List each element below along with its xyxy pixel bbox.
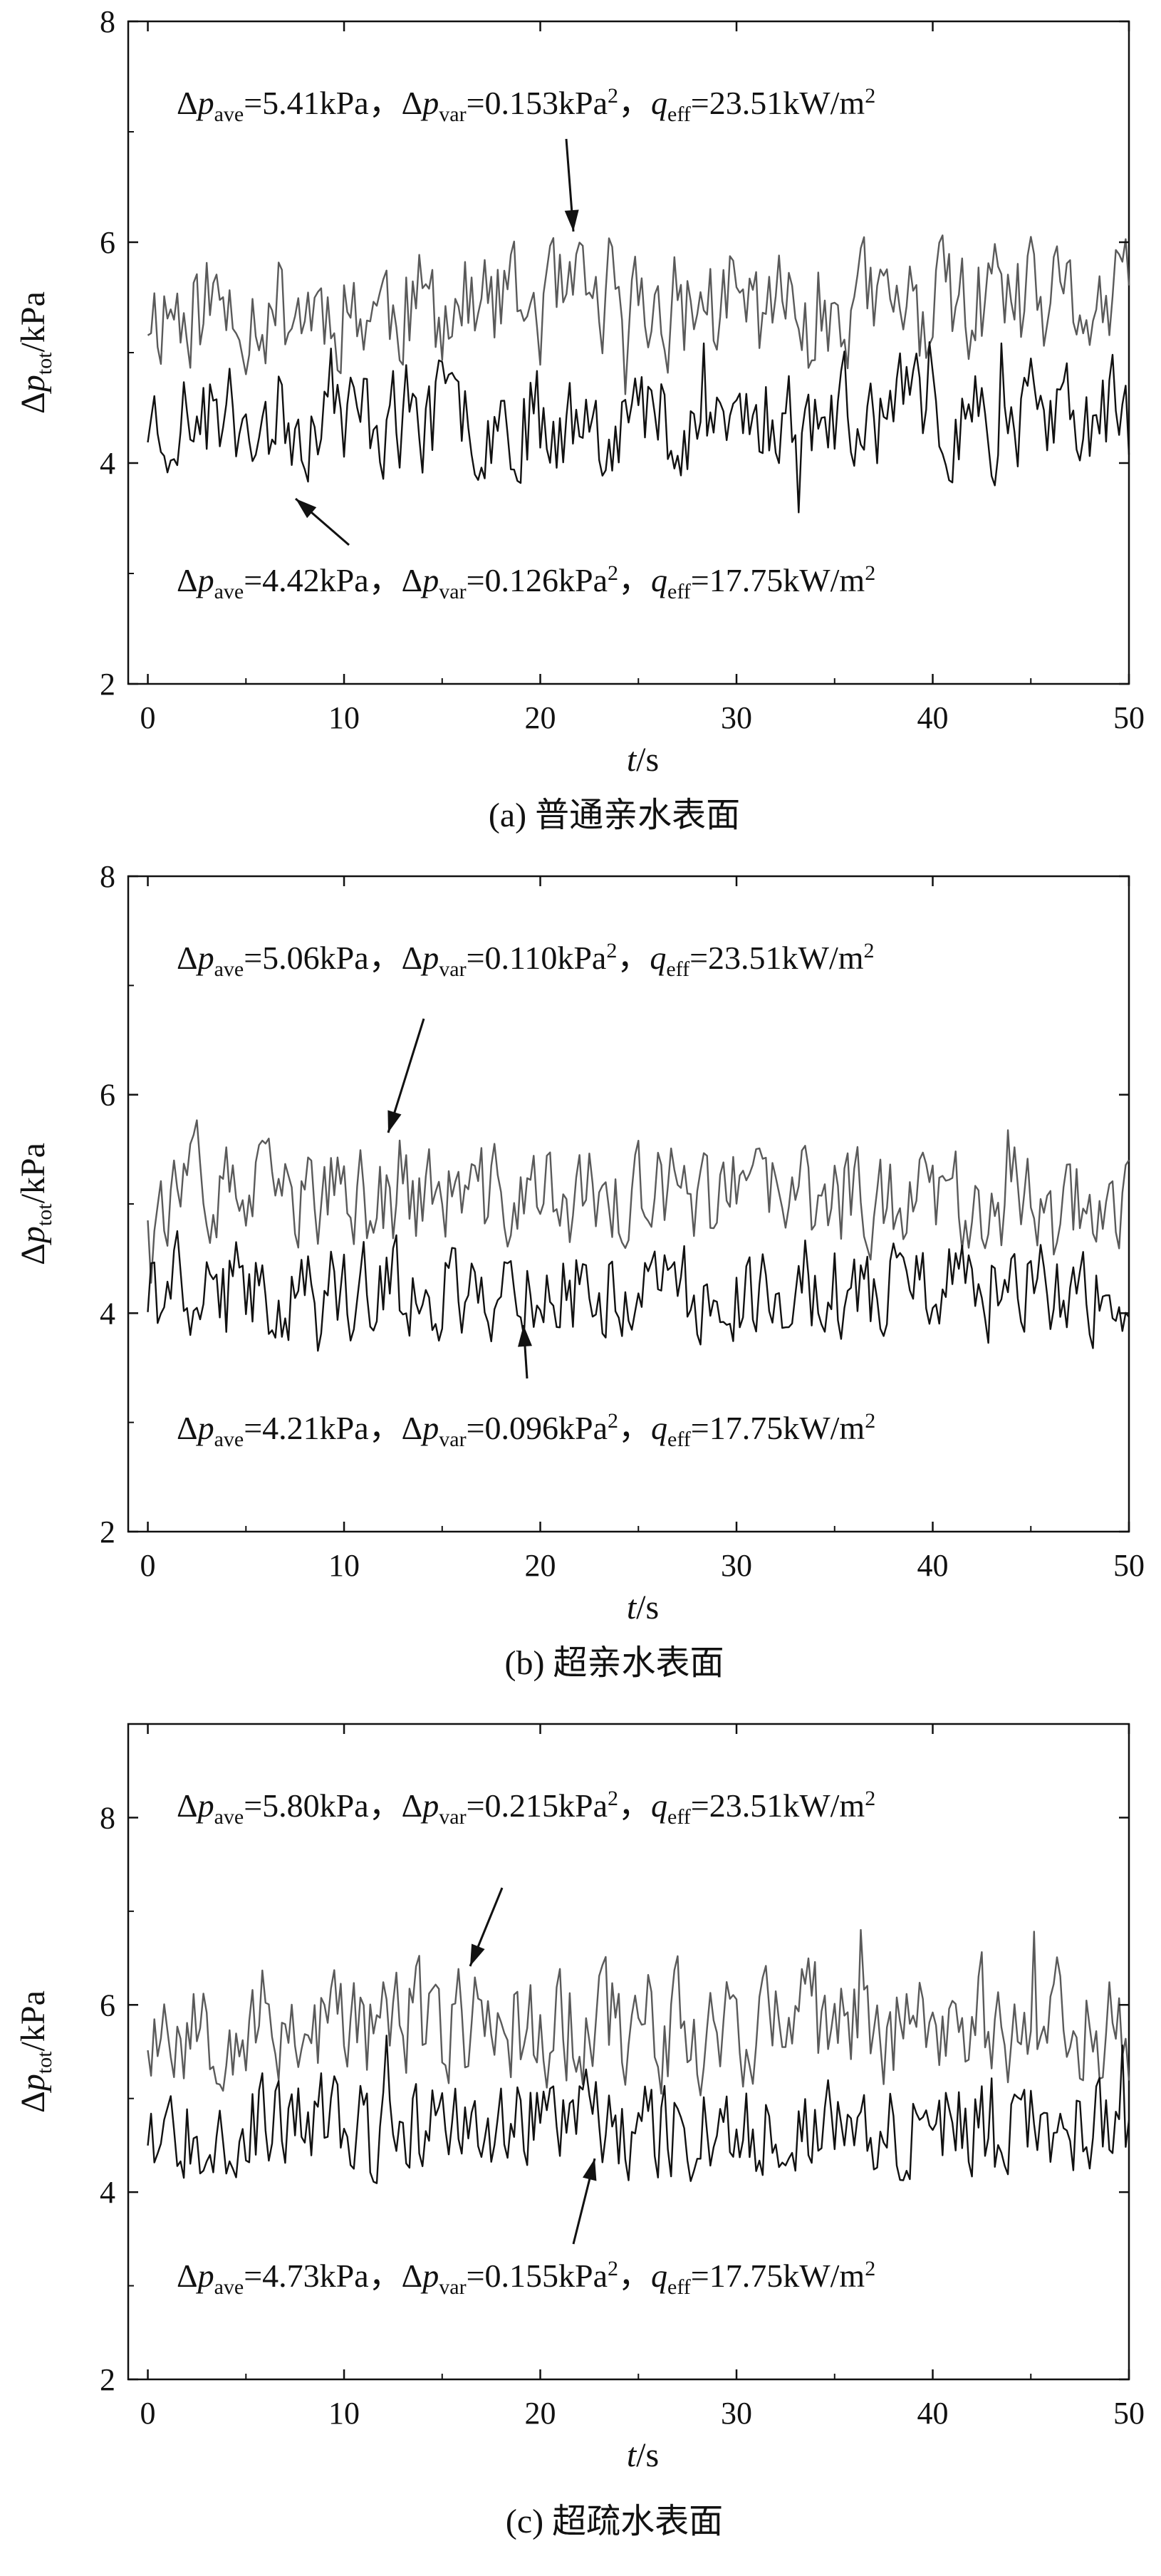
- series-line-2: [147, 2035, 1130, 2184]
- series-line-2: [147, 341, 1130, 514]
- annotation-1: Δpave=5.80kPa，Δpvar=0.215kPa2，qeff=23.51…: [177, 1787, 875, 1829]
- y-axis-label: Δptot/kPa: [14, 291, 56, 414]
- y-tick-label: 8: [100, 4, 115, 39]
- x-tick-label: 40: [917, 1548, 949, 1583]
- x-tick-label: 20: [525, 700, 556, 735]
- y-tick-label: 4: [100, 446, 115, 481]
- panel-1: 0 10 20 30 40 50 2 4 6 8 t/s Δptot/kPa Δpave=5.41kPa…: [14, 4, 1145, 834]
- series-line-1: [147, 234, 1130, 395]
- y-tick-label: 8: [100, 1800, 115, 1835]
- x-tick-label: 30: [721, 1548, 752, 1583]
- x-tick-label: 40: [917, 700, 949, 735]
- y-tick-label: 4: [100, 2175, 115, 2210]
- arrow-head: [564, 209, 579, 232]
- panel-2: 0 10 20 30 40 50 2 4 6 8 t/s Δptot/kPa Δpave=5.06kPa…: [14, 859, 1145, 1682]
- y-tick-label: 2: [100, 667, 115, 702]
- annotation-1: Δpave=5.06kPa，Δpvar=0.110kPa2，qeff=23.51…: [177, 939, 875, 981]
- series-line-1: [147, 1119, 1130, 1284]
- y-tick-label: 2: [100, 1515, 115, 1549]
- x-axis-label: t/s: [627, 2436, 659, 2474]
- annotation-2: Δpave=4.21kPa，Δpvar=0.096kPa2，qeff=17.75…: [177, 1409, 875, 1451]
- x-tick-label: 10: [328, 2396, 360, 2431]
- y-tick-label: 8: [100, 859, 115, 894]
- panel-caption: (b) 超亲水表面: [505, 1644, 724, 1682]
- series-line-1: [147, 1928, 1130, 2097]
- y-tick-label: 4: [100, 1296, 115, 1331]
- x-tick-label: 0: [140, 700, 156, 735]
- x-axis-label: t/s: [627, 741, 659, 779]
- y-tick-label: 6: [100, 1078, 115, 1113]
- annotation-1: Δpave=5.41kPa，Δpvar=0.153kPa2，qeff=23.51…: [177, 84, 875, 126]
- x-axis-label: t/s: [627, 1589, 659, 1626]
- x-tick-label: 20: [525, 1548, 556, 1583]
- arrow-head: [583, 2159, 597, 2181]
- x-tick-label: 50: [1113, 1548, 1145, 1583]
- x-tick-label: 40: [917, 2396, 949, 2431]
- arrow-head: [387, 1110, 402, 1133]
- y-tick-label: 6: [100, 1988, 115, 2022]
- x-tick-label: 50: [1113, 700, 1145, 735]
- x-tick-label: 10: [328, 1548, 360, 1583]
- y-axis-label: Δptot/kPa: [14, 1990, 56, 2113]
- arrow-head: [296, 499, 317, 519]
- x-tick-label: 30: [721, 700, 752, 735]
- panel-caption: (c) 超疏水表面: [506, 2503, 723, 2540]
- arrow-head: [470, 1943, 485, 1966]
- x-tick-label: 10: [328, 700, 360, 735]
- panel-caption: (a) 普通亲水表面: [489, 796, 740, 834]
- x-tick-label: 0: [140, 2396, 156, 2431]
- y-tick-label: 6: [100, 225, 115, 260]
- series-line-2: [147, 1230, 1130, 1352]
- y-axis-label: Δptot/kPa: [14, 1143, 56, 1265]
- y-tick-label: 2: [100, 2362, 115, 2397]
- x-tick-label: 50: [1113, 2396, 1145, 2431]
- annotation-2: Δpave=4.42kPa，Δpvar=0.126kPa2，qeff=17.75…: [177, 561, 875, 603]
- plot-frame: [127, 1723, 1130, 2381]
- x-tick-label: 0: [140, 1548, 156, 1583]
- arrow-head: [518, 1325, 532, 1347]
- x-tick-label: 20: [525, 2396, 556, 2431]
- annotation-2: Δpave=4.73kPa，Δpvar=0.155kPa2，qeff=17.75…: [177, 2257, 875, 2299]
- panel-3: 0 10 20 30 40 50 2 4 6 8 t/s Δptot/kPa Δpave=5.80kPa…: [14, 1723, 1145, 2540]
- x-tick-label: 30: [721, 2396, 752, 2431]
